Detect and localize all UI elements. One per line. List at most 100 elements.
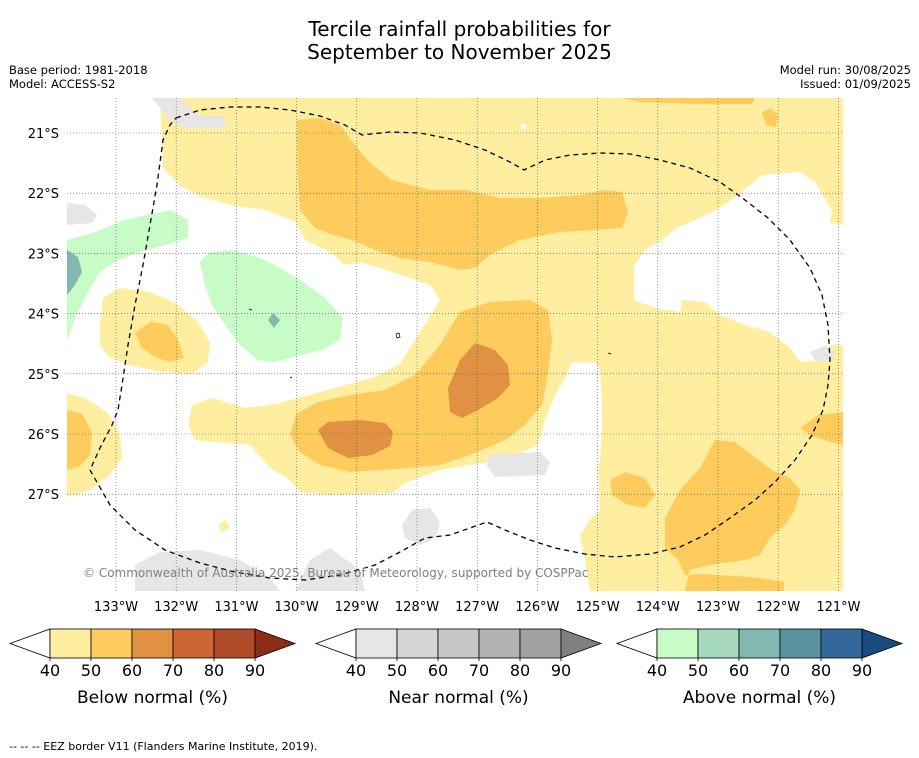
base-period: Base period: 1981-2018	[9, 63, 148, 77]
colorbar-segment	[738, 628, 781, 659]
below-50-southwest	[67, 410, 92, 470]
lat-label: 24°S	[28, 308, 59, 323]
colorbar-segment	[519, 628, 562, 659]
colorbar-min-arrow	[8, 628, 51, 659]
colorbar-tick-label: 50	[688, 661, 708, 680]
below-50-west	[135, 322, 184, 362]
colorbar-segment	[172, 628, 215, 659]
near-40-bottom2	[295, 548, 365, 591]
colorbar-3: 40 50 60 70 80 90 Above normal (%)	[615, 628, 904, 708]
colorbar-1: 40 50 60 70 80 90 Below normal (%)	[8, 628, 297, 708]
colorbar-title: Above normal (%)	[683, 688, 836, 708]
lon-label: 125°W	[576, 600, 620, 615]
lat-label: 26°S	[28, 428, 59, 443]
colorbar-tick-label: 80	[510, 661, 530, 680]
colorbar-segment	[90, 628, 133, 659]
map-plot-area	[67, 98, 843, 591]
below-60-southwest	[318, 420, 393, 458]
island-outline-3	[289, 376, 293, 379]
meta-left: Base period: 1981-2018 Model: ACCESS-S2	[9, 63, 148, 91]
island-outline-2	[248, 308, 253, 311]
colorbar-segment	[820, 628, 863, 659]
colorbar-tick-label: 80	[811, 661, 831, 680]
eez-footnote: -- -- -- EEZ border V11 (Flanders Marine…	[9, 740, 318, 753]
colorbar-segment	[213, 628, 256, 659]
colorbar-tick-label: 40	[40, 661, 60, 680]
lat-label: 22°S	[28, 187, 59, 202]
lon-label: 128°W	[395, 600, 439, 615]
lon-label: 122°W	[756, 600, 800, 615]
colorbar-segment	[355, 628, 398, 659]
colorbar-tick-label: 70	[469, 661, 489, 680]
island-outline	[395, 332, 401, 339]
colorbar-tick-label: 50	[387, 661, 407, 680]
colorbar-tick-label: 70	[163, 661, 183, 680]
below-50-southeast	[665, 440, 800, 591]
white-dot-marker	[521, 124, 526, 129]
colorbar-tick-label: 80	[204, 661, 224, 680]
colorbar-segment	[49, 628, 92, 659]
meta-right: Model run: 30/08/2025 Issued: 01/09/2025	[780, 63, 911, 91]
colorbar-title: Near normal (%)	[388, 688, 528, 708]
issued-date: Issued: 01/09/2025	[800, 77, 911, 91]
lon-label: 121°W	[816, 600, 860, 615]
colorbar-segment	[437, 628, 480, 659]
lon-label: 133°W	[94, 600, 138, 615]
above-60-center	[268, 313, 280, 328]
colorbar-segment	[697, 628, 740, 659]
title-line-1: Tercile rainfall probabilities for	[308, 17, 611, 41]
below-40-south-small	[218, 520, 230, 532]
near-40-north	[152, 98, 225, 128]
below-50-east-edge	[800, 412, 843, 445]
lon-label: 124°W	[636, 600, 680, 615]
lat-label: 23°S	[28, 247, 59, 262]
colorbar-tick-label: 90	[551, 661, 571, 680]
copyright-text: © Commonwealth of Australia 2025, Bureau…	[83, 566, 588, 580]
colorbar-segment	[478, 628, 521, 659]
colorbar-tick-label: 50	[81, 661, 101, 680]
lon-label: 132°W	[154, 600, 198, 615]
colorbar-min-arrow	[615, 628, 658, 659]
above-60-west	[67, 250, 82, 295]
lon-label: 126°W	[515, 600, 559, 615]
colorbar-tick-label: 60	[729, 661, 749, 680]
colorbar-segment	[131, 628, 174, 659]
colorbars: 40 50 60 70 80 90 Below normal (%) 40 50 60 70 80 90…	[8, 628, 904, 708]
lon-label: 129°W	[335, 600, 379, 615]
near-40-east	[810, 346, 835, 362]
colorbar-tick-label: 40	[346, 661, 366, 680]
latitude-labels: 21°S 22°S 23°S 24°S 25°S 26°S 27°S	[28, 127, 59, 503]
below-50-ne-small	[762, 108, 778, 127]
below-50-ne-strip	[620, 98, 755, 104]
colorbar-max-arrow	[560, 628, 603, 659]
model-name: Model: ACCESS-S2	[9, 77, 116, 91]
lon-label: 127°W	[455, 600, 499, 615]
colorbar-tick-label: 90	[852, 661, 872, 680]
near-40-south2	[402, 508, 440, 545]
chart-title: Tercile rainfall probabilities for Septe…	[0, 18, 919, 64]
gridlines	[67, 98, 843, 591]
lon-label: 130°W	[275, 600, 319, 615]
near-40-south	[487, 452, 550, 477]
colorbar-max-arrow	[861, 628, 904, 659]
colorbar-min-arrow	[314, 628, 357, 659]
longitude-labels: 133°W 132°W 131°W 130°W 129°W 128°W 127°W 126°W…	[94, 600, 861, 615]
model-run: Model run: 30/08/2025	[779, 63, 911, 77]
above-40-center	[200, 250, 343, 362]
title-line-2: September to November 2025	[307, 40, 612, 64]
lat-label: 25°S	[28, 368, 59, 383]
colorbar-tick-label: 40	[647, 661, 667, 680]
colorbar-tick-label: 60	[122, 661, 142, 680]
lat-label: 21°S	[28, 127, 59, 142]
colorbar-title: Below normal (%)	[77, 688, 228, 708]
colorbar-tick-label: 90	[245, 661, 265, 680]
lon-label: 131°W	[214, 600, 258, 615]
below-50-north	[297, 118, 628, 270]
near-40-west	[67, 203, 97, 225]
near-40-bottom	[135, 550, 280, 591]
colorbar-segment	[779, 628, 822, 659]
colorbar-2: 40 50 60 70 80 90 Near normal (%)	[314, 628, 603, 708]
island-outline-4	[607, 352, 612, 355]
colorbar-segment	[656, 628, 699, 659]
probability-map: © Commonwealth of Australia 2025, Bureau…	[8, 98, 904, 708]
